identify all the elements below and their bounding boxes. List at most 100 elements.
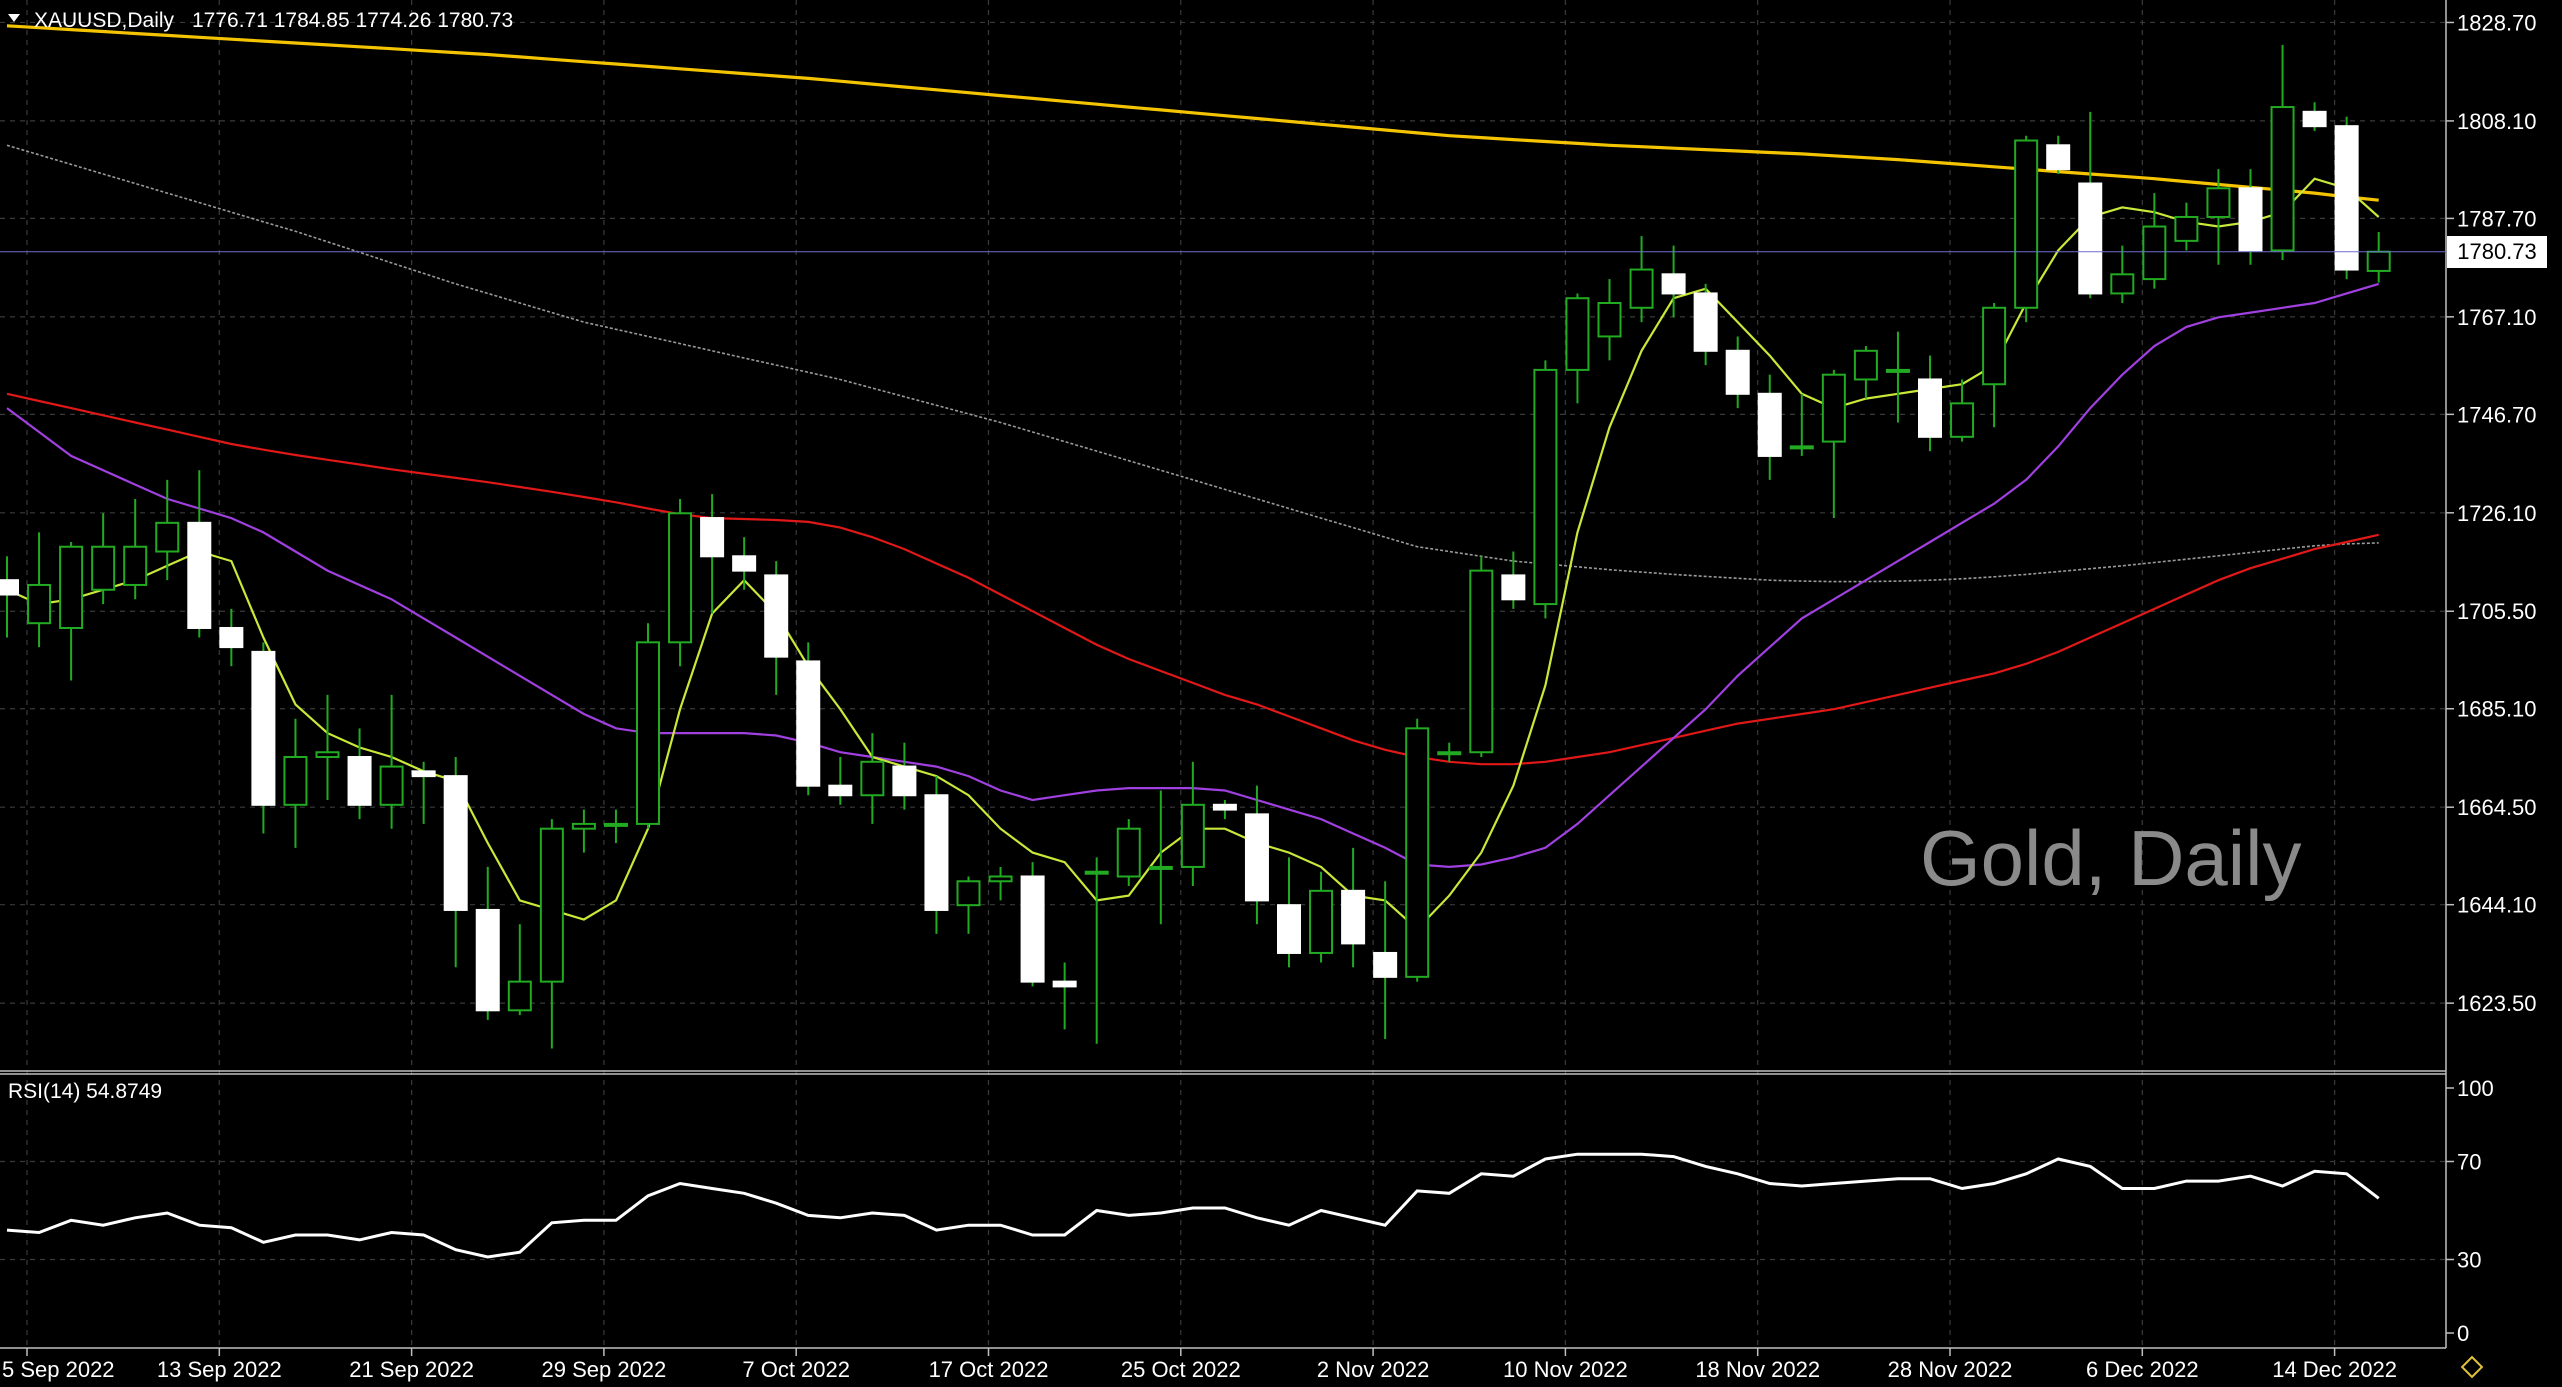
current-price-badge: 1780.73 bbox=[2447, 235, 2547, 268]
candle-body bbox=[1469, 569, 1494, 754]
rsi-panel[interactable] bbox=[0, 1152, 2446, 1261]
candle-body bbox=[1373, 951, 1398, 978]
price-tick-label: 1726.10 bbox=[2457, 501, 2537, 526]
candle-body bbox=[700, 517, 725, 558]
candle-body bbox=[1148, 865, 1173, 870]
axes: 1828.70 1808.10 1787.70 1767.10 1746.70 1726.… bbox=[2, 10, 2537, 1382]
candle-body bbox=[187, 521, 212, 629]
candle-body bbox=[1437, 751, 1462, 756]
candle-body bbox=[2174, 215, 2199, 242]
candle-body bbox=[1212, 803, 1237, 811]
price-tick-label: 1787.70 bbox=[2457, 206, 2537, 231]
candle-body bbox=[315, 751, 340, 759]
candle-body bbox=[1789, 445, 1814, 450]
candle-body bbox=[251, 650, 276, 806]
logo-diamond-icon bbox=[2460, 1355, 2484, 1379]
candle-body bbox=[2270, 106, 2295, 252]
candle-body bbox=[2302, 110, 2327, 128]
candle-body bbox=[347, 756, 372, 806]
candle-body bbox=[1405, 727, 1430, 978]
candle-body bbox=[1084, 870, 1109, 875]
price-tick-label: 1746.70 bbox=[2457, 402, 2537, 427]
rsi-tick-label: 30 bbox=[2457, 1248, 2481, 1273]
candle-body bbox=[2142, 225, 2167, 281]
time-tick-label: 7 Oct 2022 bbox=[742, 1357, 850, 1382]
candle-body bbox=[123, 545, 148, 586]
candle-body bbox=[1341, 889, 1366, 945]
candle-body bbox=[2078, 182, 2103, 295]
candle-body bbox=[1950, 402, 1975, 438]
candle-body bbox=[1533, 368, 1558, 606]
candle-body bbox=[27, 583, 52, 625]
candle-body bbox=[283, 756, 308, 806]
candle-body bbox=[219, 626, 244, 649]
candlesticks[interactable] bbox=[0, 44, 2391, 1049]
candle-body bbox=[1757, 392, 1782, 457]
candle-body bbox=[1885, 368, 1910, 373]
candle-body bbox=[860, 760, 885, 797]
time-tick-label: 18 Nov 2022 bbox=[1695, 1357, 1820, 1382]
time-tick-label: 29 Sep 2022 bbox=[542, 1357, 667, 1382]
candle-body bbox=[1725, 349, 1750, 395]
time-tick-label: 28 Nov 2022 bbox=[1888, 1357, 2013, 1382]
candle-body bbox=[2046, 144, 2071, 171]
time-tick-label: 13 Sep 2022 bbox=[157, 1357, 282, 1382]
price-tick-label: 1623.50 bbox=[2457, 991, 2537, 1016]
candle-body bbox=[1501, 574, 1526, 601]
candle-body bbox=[924, 794, 949, 911]
candle-body bbox=[2238, 187, 2263, 252]
time-tick-label: 21 Sep 2022 bbox=[349, 1357, 474, 1382]
candle-body bbox=[1853, 349, 1878, 381]
candle-body bbox=[1661, 273, 1686, 295]
time-tick-label: 14 Dec 2022 bbox=[2272, 1357, 2397, 1382]
grid bbox=[0, 0, 2446, 1348]
candle-body bbox=[1565, 297, 1590, 371]
candle-body bbox=[571, 822, 596, 830]
candle-body bbox=[59, 545, 84, 629]
candle-body bbox=[1629, 268, 1654, 309]
candle-body bbox=[956, 880, 981, 907]
broker-logo bbox=[2460, 1350, 2560, 1384]
rsi-tick-label: 100 bbox=[2457, 1076, 2494, 1101]
price-tick-label: 1644.10 bbox=[2457, 893, 2537, 918]
candle-body bbox=[2014, 139, 2039, 309]
ohlc-label: 1776.71 1784.85 1774.26 1780.73 bbox=[192, 9, 513, 32]
candle-body bbox=[2110, 273, 2135, 295]
moving-average-line bbox=[6, 392, 2379, 766]
candle-body bbox=[2334, 125, 2359, 271]
candle-body bbox=[1821, 373, 1846, 443]
candle-body bbox=[155, 521, 180, 553]
menu-triangle-icon[interactable] bbox=[8, 14, 20, 22]
candle-body bbox=[379, 765, 404, 806]
candle-body bbox=[1982, 306, 2007, 386]
candle-body bbox=[0, 579, 19, 596]
candle-body bbox=[2206, 187, 2231, 218]
candle-body bbox=[1597, 301, 1622, 338]
price-tick-label: 1767.10 bbox=[2457, 305, 2537, 330]
rsi-line bbox=[6, 1152, 2380, 1259]
candle-body bbox=[828, 784, 853, 797]
candle-body bbox=[603, 822, 628, 827]
time-tick-label: 5 Sep 2022 bbox=[2, 1357, 115, 1382]
candle-body bbox=[988, 875, 1013, 883]
price-tick-label: 1664.50 bbox=[2457, 795, 2537, 820]
candle-body bbox=[539, 827, 564, 983]
candle-body bbox=[1918, 378, 1942, 438]
rsi-tick-label: 70 bbox=[2457, 1150, 2481, 1175]
rsi-label: RSI(14) 54.8749 bbox=[8, 1080, 162, 1103]
candle-body bbox=[443, 775, 468, 911]
time-tick-label: 2 Nov 2022 bbox=[1317, 1357, 1430, 1382]
candle-body bbox=[1277, 904, 1301, 954]
candle-body bbox=[796, 660, 821, 787]
candle-body bbox=[892, 765, 917, 797]
candle-body bbox=[507, 980, 532, 1012]
candle-body bbox=[2366, 250, 2391, 272]
price-tick-label: 1828.70 bbox=[2457, 10, 2537, 35]
candle-body bbox=[1309, 889, 1334, 954]
candle-body bbox=[1020, 875, 1045, 983]
price-tick-label: 1685.10 bbox=[2457, 697, 2537, 722]
moving-average-line bbox=[6, 144, 2379, 583]
candle-body bbox=[732, 555, 757, 572]
